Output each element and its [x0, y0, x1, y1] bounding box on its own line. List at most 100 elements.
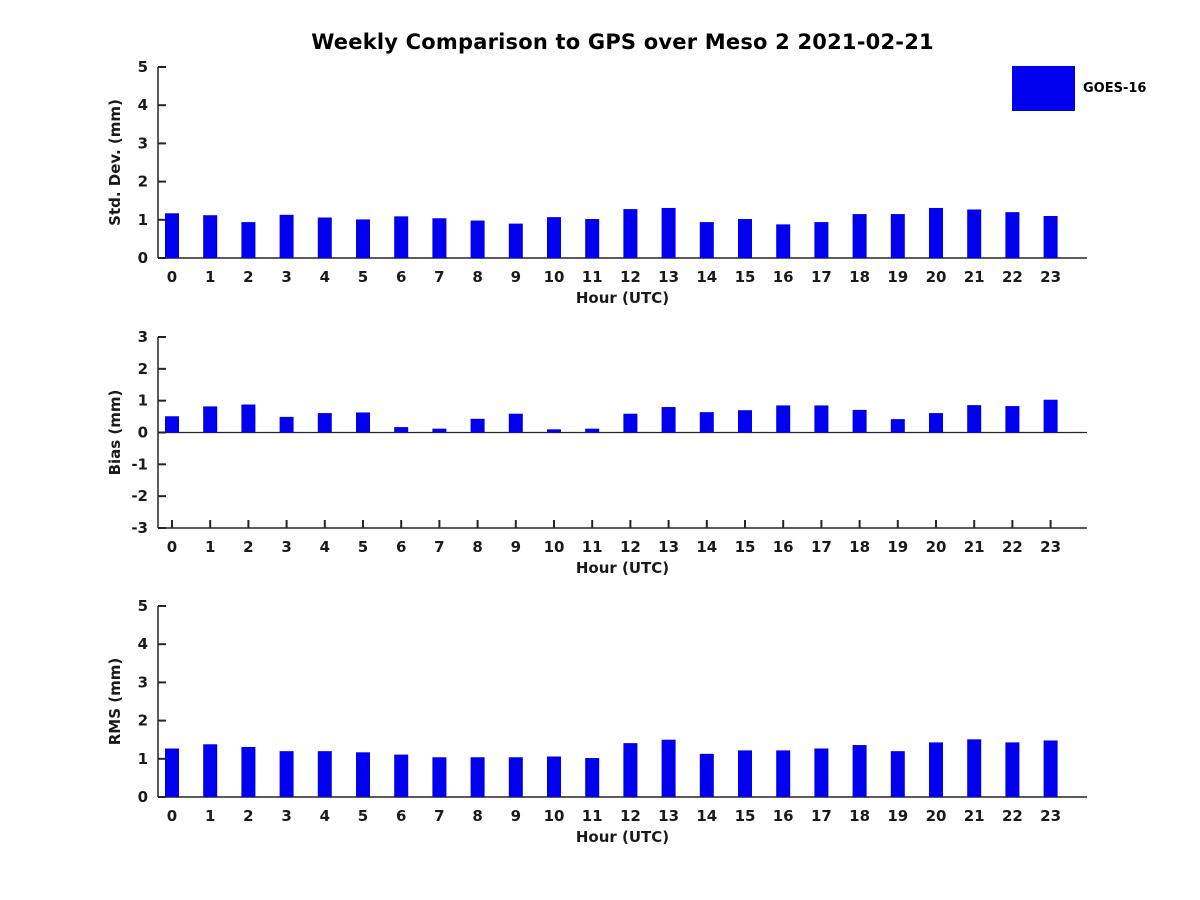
- y-tick-label-bias--2: -2: [131, 487, 148, 505]
- x-tick-label-stddev-2: 2: [243, 268, 253, 286]
- x-axis-title-bias: Hour (UTC): [576, 559, 669, 577]
- bar-rms-hour-15: [738, 750, 752, 797]
- bar-stddev-hour-5: [356, 219, 370, 258]
- bar-rms-hour-7: [432, 757, 447, 797]
- x-tick-label-stddev-20: 20: [926, 268, 947, 286]
- x-tick-label-rms-13: 13: [658, 807, 679, 825]
- bar-rms-hour-20: [929, 742, 943, 797]
- y-tick-label-rms-4: 4: [138, 635, 148, 653]
- x-tick-label-rms-14: 14: [696, 807, 717, 825]
- bar-stddev-hour-15: [738, 219, 752, 258]
- bar-bias-hour-16: [776, 405, 791, 433]
- bar-stddev-hour-0: [165, 213, 179, 258]
- x-tick-label-bias-2: 2: [243, 538, 253, 556]
- x-axis-title-rms: Hour (UTC): [576, 828, 669, 846]
- x-tick-label-bias-12: 12: [620, 538, 641, 556]
- x-tick-label-stddev-17: 17: [811, 268, 832, 286]
- y-tick-label-rms-0: 0: [138, 788, 148, 806]
- x-tick-label-stddev-3: 3: [281, 268, 291, 286]
- bar-bias-hour-7: [432, 428, 447, 433]
- x-tick-label-rms-12: 12: [620, 807, 641, 825]
- x-tick-label-rms-16: 16: [773, 807, 794, 825]
- figure-title: Weekly Comparison to GPS over Meso 2 202…: [311, 30, 934, 54]
- x-tick-label-stddev-9: 9: [511, 268, 521, 286]
- bar-rms-hour-3: [279, 751, 294, 797]
- x-tick-label-stddev-21: 21: [964, 268, 985, 286]
- bar-stddev-hour-22: [1005, 212, 1020, 258]
- x-tick-label-stddev-22: 22: [1002, 268, 1023, 286]
- bar-bias-hour-11: [585, 428, 600, 433]
- x-tick-label-bias-7: 7: [434, 538, 444, 556]
- bar-bias-hour-3: [279, 416, 294, 433]
- bar-rms-hour-16: [776, 750, 791, 797]
- x-tick-label-bias-1: 1: [205, 538, 215, 556]
- x-tick-label-stddev-18: 18: [849, 268, 870, 286]
- bar-rms-hour-21: [967, 739, 982, 797]
- x-tick-label-stddev-10: 10: [544, 268, 565, 286]
- bar-bias-hour-1: [203, 406, 218, 433]
- bar-stddev-hour-10: [547, 217, 561, 258]
- bar-stddev-hour-17: [814, 222, 829, 258]
- bar-bias-hour-0: [165, 416, 179, 433]
- bar-stddev-hour-4: [317, 217, 332, 258]
- bar-stddev-hour-6: [394, 216, 409, 258]
- x-tick-label-bias-0: 0: [167, 538, 177, 556]
- bar-stddev-hour-12: [623, 209, 638, 258]
- y-tick-label-bias--3: -3: [131, 519, 148, 537]
- x-tick-label-stddev-8: 8: [472, 268, 482, 286]
- x-tick-label-rms-7: 7: [434, 807, 444, 825]
- legend-label: GOES-16: [1083, 81, 1147, 96]
- bar-rms-hour-22: [1005, 742, 1020, 797]
- x-tick-label-bias-6: 6: [396, 538, 406, 556]
- bar-stddev-hour-1: [203, 215, 218, 258]
- x-tick-label-rms-2: 2: [243, 807, 253, 825]
- x-tick-label-stddev-14: 14: [696, 268, 717, 286]
- x-tick-label-stddev-16: 16: [773, 268, 794, 286]
- x-tick-label-stddev-7: 7: [434, 268, 444, 286]
- y-tick-label-rms-2: 2: [138, 712, 148, 730]
- x-tick-label-rms-1: 1: [205, 807, 215, 825]
- x-tick-label-rms-3: 3: [281, 807, 291, 825]
- bar-rms-hour-6: [394, 754, 409, 797]
- bar-bias-hour-2: [241, 404, 256, 433]
- bar-rms-hour-4: [317, 751, 332, 797]
- bar-bias-hour-15: [738, 410, 752, 433]
- x-tick-label-rms-23: 23: [1040, 807, 1061, 825]
- x-tick-label-bias-22: 22: [1002, 538, 1023, 556]
- bar-bias-hour-17: [814, 405, 829, 433]
- bar-rms-hour-9: [508, 757, 523, 797]
- x-tick-label-rms-18: 18: [849, 807, 870, 825]
- x-tick-label-rms-6: 6: [396, 807, 406, 825]
- x-tick-label-rms-4: 4: [320, 807, 330, 825]
- x-tick-label-rms-10: 10: [544, 807, 565, 825]
- bar-rms-hour-10: [547, 756, 561, 797]
- bar-stddev-hour-14: [699, 222, 714, 258]
- bar-stddev-hour-2: [241, 222, 256, 258]
- x-tick-label-bias-20: 20: [926, 538, 947, 556]
- bar-rms-hour-13: [661, 739, 676, 797]
- y-tick-label-rms-3: 3: [138, 673, 148, 691]
- x-tick-label-rms-20: 20: [926, 807, 947, 825]
- bar-bias-hour-20: [929, 413, 943, 433]
- bar-stddev-hour-13: [661, 207, 676, 258]
- x-tick-label-stddev-4: 4: [320, 268, 330, 286]
- bar-stddev-hour-21: [967, 209, 982, 258]
- bar-bias-hour-14: [699, 412, 714, 433]
- x-tick-label-rms-22: 22: [1002, 807, 1023, 825]
- bar-rms-hour-2: [241, 746, 256, 797]
- y-tick-label-bias-3: 3: [138, 328, 148, 346]
- legend-swatch-icon: [1012, 66, 1075, 111]
- y-tick-label-stddev-4: 4: [138, 96, 148, 114]
- x-tick-label-stddev-13: 13: [658, 268, 679, 286]
- y-axis-title-rms: RMS (mm): [106, 658, 124, 745]
- y-tick-label-rms-5: 5: [138, 597, 148, 615]
- bar-rms-hour-12: [623, 743, 638, 797]
- x-tick-label-stddev-12: 12: [620, 268, 641, 286]
- bar-bias-hour-9: [508, 413, 523, 433]
- y-tick-label-stddev-3: 3: [138, 134, 148, 152]
- y-tick-label-stddev-0: 0: [138, 249, 148, 267]
- x-tick-label-stddev-11: 11: [582, 268, 603, 286]
- x-tick-label-rms-0: 0: [167, 807, 177, 825]
- x-tick-label-stddev-15: 15: [735, 268, 756, 286]
